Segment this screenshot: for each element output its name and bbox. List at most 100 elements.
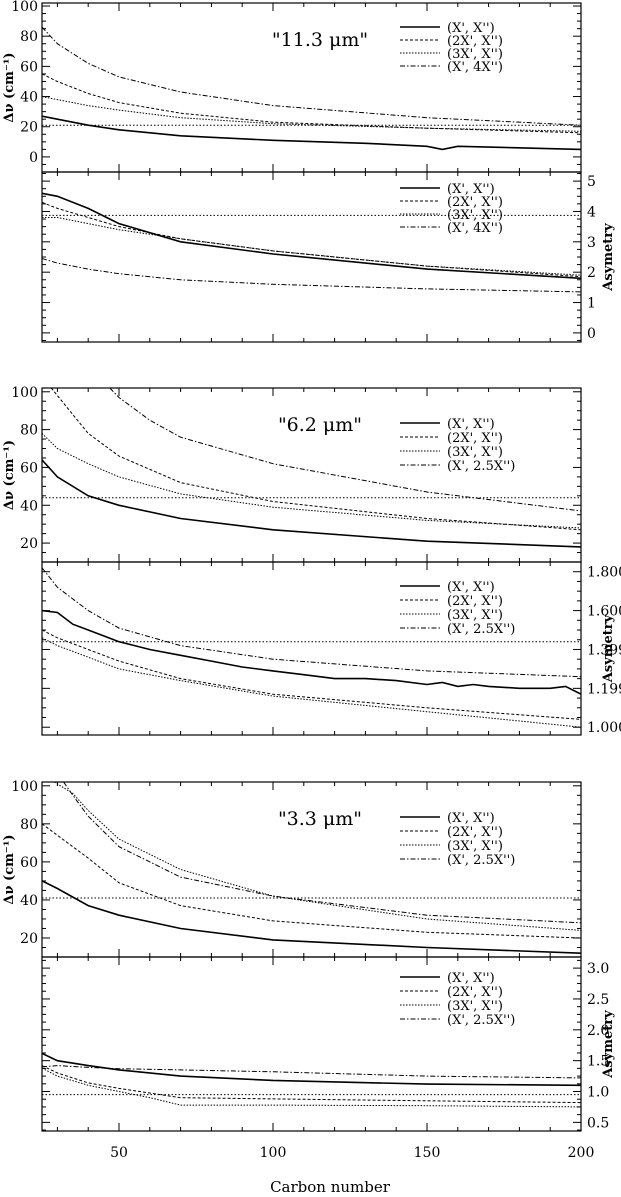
y-tick-label: 2 bbox=[587, 265, 596, 281]
legend-entry-1: (X', X'') bbox=[447, 811, 495, 826]
y-tick-label: 1 bbox=[587, 296, 596, 312]
y-tick-label: 3.0 bbox=[587, 961, 609, 977]
legend-entry-2: (2X', X'') bbox=[447, 431, 503, 446]
band-label: "6.2 μm" bbox=[278, 414, 362, 436]
y-axis-label: Asymetry bbox=[601, 223, 616, 292]
y-tick-label: 1.5 bbox=[587, 1054, 609, 1070]
y-tick-label: 1.39999999999999991 bbox=[587, 642, 621, 658]
y-tick-label: 40 bbox=[20, 893, 38, 909]
series-line-1 bbox=[42, 880, 581, 954]
y-tick-label: 5 bbox=[587, 174, 596, 190]
legend-entry-3: (3X', X'') bbox=[447, 839, 503, 854]
series-line-1 bbox=[42, 459, 581, 548]
legend-entry-3: (3X', X'') bbox=[447, 445, 503, 460]
legend-entry-4: (X', 4X'') bbox=[447, 60, 503, 75]
y-tick-label: 100 bbox=[11, 779, 38, 795]
legend: (X', X'')(2X', X'')(3X', X'')(X', 2.5X''… bbox=[400, 811, 515, 868]
x-tick-label: 100 bbox=[260, 1145, 287, 1161]
series-line-4 bbox=[42, 1065, 581, 1079]
legend: (X', X'')(2X', X'')(3X', X'')(X', 4X'') bbox=[400, 21, 503, 75]
series-line-3 bbox=[42, 433, 581, 529]
y-tick-label: 2.0 bbox=[587, 1023, 609, 1039]
legend-entry-1: (X', X'') bbox=[447, 971, 495, 986]
legend-entry-2: (2X', X'') bbox=[447, 34, 503, 49]
series-line-4 bbox=[42, 258, 581, 293]
y-tick-label: 100 bbox=[11, 385, 38, 401]
legend-entry-1: (X', X'') bbox=[447, 182, 495, 197]
panel-4: 1.00000000000000000 1.19999999999999996 1.… bbox=[41, 561, 621, 736]
plot-frame bbox=[41, 956, 582, 1132]
legend-entry-2: (2X', X'') bbox=[447, 594, 503, 609]
x-axis: 50 100 150 200 bbox=[110, 1145, 594, 1161]
legend: (X', X'')(2X', X'')(3X', X'')(X', 2.5X''… bbox=[400, 971, 515, 1028]
legend: (X', X'')(2X', X'')(3X', X'')(X', 4X'') bbox=[400, 182, 503, 236]
series-line-3 bbox=[42, 1067, 581, 1108]
y-tick-label: 2.5 bbox=[587, 992, 609, 1008]
y-tick-label: 80 bbox=[20, 423, 38, 439]
x-tick-label: 200 bbox=[568, 1145, 595, 1161]
legend-entry-3: (3X', X'') bbox=[447, 999, 503, 1014]
legend-entry-4: (X', 4X'') bbox=[447, 221, 503, 236]
y-axis-label: Asymetry bbox=[601, 614, 616, 683]
y-tick-label: 40 bbox=[20, 498, 38, 514]
panel-2: 0 1 2 3 4 5 Asymetry (X', X'')(2X', X'')(3X', X… bbox=[41, 171, 616, 343]
panel-5: 20 40 60 80 100 Δν (cm⁻¹) "3.3 μm" (X', X'')(2X… bbox=[2, 779, 582, 958]
y-axis-label: Δν (cm⁻¹) bbox=[2, 834, 17, 904]
legend-entry-1: (X', X'') bbox=[447, 21, 495, 36]
series-line-3 bbox=[42, 96, 581, 132]
legend-entry-2: (2X', X'') bbox=[447, 825, 503, 840]
series-line-4 bbox=[63, 782, 581, 924]
legend-entry-4: (X', 2.5X'') bbox=[447, 1013, 515, 1028]
y-tick-label: 1.80000000000000004 bbox=[587, 565, 621, 581]
series-line-2 bbox=[42, 629, 581, 720]
y-tick-label: 20 bbox=[20, 931, 38, 947]
series-line-2 bbox=[42, 73, 581, 134]
series-line-2 bbox=[42, 1065, 581, 1104]
y-axis-label: Δν (cm⁻¹) bbox=[2, 52, 17, 122]
legend-entry-4: (X', 2.5X'') bbox=[447, 622, 515, 637]
y-tick-label: 4 bbox=[587, 204, 596, 220]
series-line-2 bbox=[50, 388, 581, 531]
series-line-1 bbox=[42, 115, 581, 151]
series-line-1 bbox=[42, 609, 581, 695]
legend-entry-2: (2X', X'') bbox=[447, 195, 503, 210]
series-line-4 bbox=[42, 26, 581, 126]
y-tick-label: 20 bbox=[20, 536, 38, 552]
x-tick-label: 150 bbox=[414, 1145, 441, 1161]
x-tick-label: 50 bbox=[110, 1145, 128, 1161]
y-tick-label: 0.5 bbox=[587, 1115, 609, 1131]
y-tick-label: 40 bbox=[20, 90, 38, 106]
series-line-3 bbox=[42, 637, 581, 728]
legend-entry-3: (3X', X'') bbox=[447, 608, 503, 623]
panel-6: 0.5 1.0 1.5 2.0 2.5 3.0 Asymetry (X', X'')(2X',… bbox=[41, 956, 616, 1132]
legend-entry-1: (X', X'') bbox=[447, 417, 495, 432]
y-tick-label: 1.0 bbox=[587, 1085, 609, 1101]
legend-entry-4: (X', 2.5X'') bbox=[447, 459, 515, 474]
y-tick-label: 60 bbox=[20, 855, 38, 871]
legend-entry-4: (X', 2.5X'') bbox=[447, 853, 515, 868]
y-tick-label: 60 bbox=[20, 59, 38, 75]
y-tick-label: 0 bbox=[587, 326, 596, 342]
band-label: "11.3 μm" bbox=[272, 29, 368, 51]
series-line-3 bbox=[54, 782, 581, 931]
y-tick-label: 0 bbox=[29, 150, 38, 166]
y-tick-label: 100 bbox=[11, 0, 38, 15]
panel-3: 20 40 60 80 100 Δν (cm⁻¹) "6.2 μm" (X', X'')(2X… bbox=[2, 385, 582, 563]
y-tick-label: 20 bbox=[20, 120, 38, 136]
y-tick-label: 80 bbox=[20, 817, 38, 833]
legend-entry-3: (3X', X'') bbox=[447, 208, 503, 223]
y-axis-label: Asymetry bbox=[601, 1010, 616, 1079]
y-tick-label: 1.19999999999999996 bbox=[587, 681, 621, 697]
legend: (X', X'')(2X', X'')(3X', X'')(X', 2.5X''… bbox=[400, 417, 515, 474]
y-tick-label: 1.00000000000000000 bbox=[587, 720, 621, 736]
legend-entry-1: (X', X'') bbox=[447, 580, 495, 595]
y-tick-label: 80 bbox=[20, 29, 38, 45]
y-axis-label: Δν (cm⁻¹) bbox=[2, 440, 17, 510]
legend-entry-3: (3X', X'') bbox=[447, 47, 503, 62]
series-line-1 bbox=[42, 1052, 581, 1087]
y-tick-label: 60 bbox=[20, 460, 38, 476]
series-line-4 bbox=[109, 388, 581, 512]
